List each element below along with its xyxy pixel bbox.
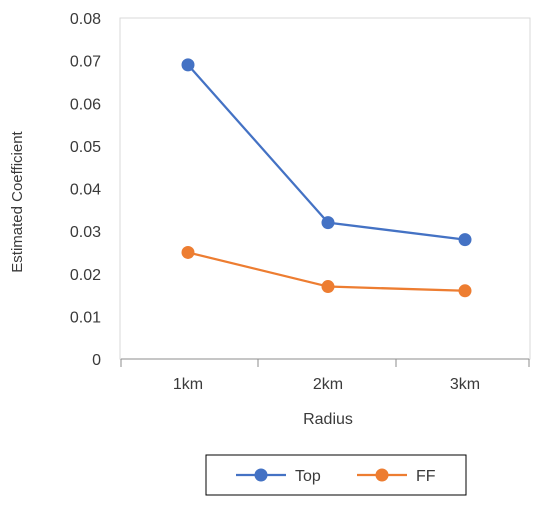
legend-marker-top xyxy=(254,468,268,482)
legend-label-top: Top xyxy=(295,468,321,485)
series-line-top xyxy=(187,64,466,241)
data-point-ff xyxy=(181,245,195,259)
y-tick-label: 0.04 xyxy=(70,182,101,199)
legend: Top FF xyxy=(205,454,467,496)
plot-area-border xyxy=(119,17,531,360)
x-axis-label: Radius xyxy=(303,411,353,428)
y-tick-label: 0.01 xyxy=(70,309,101,326)
legend-marker-ff xyxy=(375,468,389,482)
data-point-ff xyxy=(321,280,335,294)
legend-label-ff: FF xyxy=(416,468,436,485)
x-tick-label: 2km xyxy=(313,376,343,393)
y-axis-label: Estimated Coefficient xyxy=(9,130,26,272)
x-axis: 1km 2km 3km xyxy=(120,358,530,393)
data-point-ff xyxy=(458,284,472,298)
y-tick-label: 0.02 xyxy=(70,267,101,284)
data-point-top xyxy=(321,216,335,230)
y-axis-ticks: 0 0.01 0.02 0.03 0.04 0.05 0.06 0.07 0.08 xyxy=(70,11,101,369)
x-tick-label: 1km xyxy=(173,376,203,393)
legend-items: Top FF xyxy=(236,468,436,485)
data-point-top xyxy=(181,58,195,72)
y-tick-label: 0.08 xyxy=(70,11,101,28)
y-tick-label: 0 xyxy=(92,352,101,369)
y-tick-label: 0.07 xyxy=(70,54,101,71)
series-layer xyxy=(181,58,472,298)
y-tick-label: 0.06 xyxy=(70,96,101,113)
data-point-top xyxy=(458,233,472,247)
x-tick-label: 3km xyxy=(450,376,480,393)
y-tick-label: 0.03 xyxy=(70,224,101,241)
y-tick-label: 0.05 xyxy=(70,139,101,156)
